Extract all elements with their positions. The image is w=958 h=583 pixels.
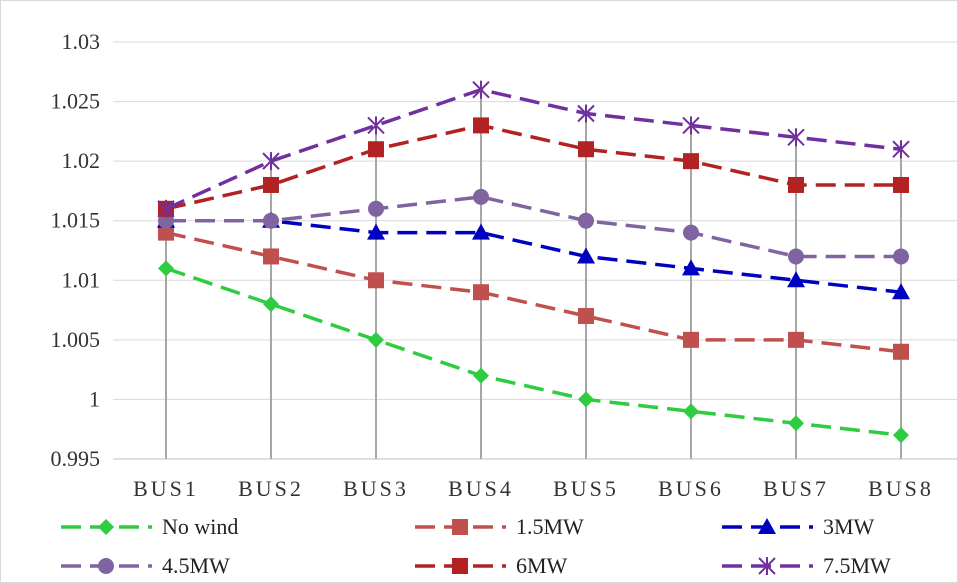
- y-tick-label: 1.025: [51, 89, 101, 114]
- series-line: [166, 218, 902, 294]
- legend-swatch-marker: [758, 518, 776, 534]
- x-tick-label: BUS3: [343, 476, 409, 501]
- data-point: [893, 427, 909, 444]
- data-point: [578, 391, 594, 408]
- data-point: [263, 176, 279, 193]
- data-point: [787, 128, 805, 147]
- data-point: [893, 176, 909, 193]
- legend-item: 1.5MW: [415, 514, 584, 539]
- data-point: [157, 199, 175, 218]
- series-line: [165, 230, 902, 354]
- data-point: [473, 117, 489, 134]
- legend-item: 3MW: [722, 514, 875, 539]
- legend-swatch-marker: [452, 558, 468, 574]
- data-point: [683, 331, 699, 348]
- x-tick-label: BUS8: [868, 476, 934, 501]
- data-point: [683, 403, 699, 420]
- series-no-wind: [158, 260, 909, 444]
- data-point: [473, 367, 489, 384]
- y-tick-label: 1.01: [62, 267, 101, 292]
- data-point: [892, 140, 910, 159]
- legend-swatch-marker: [98, 558, 114, 574]
- legend-item: 4.5MW: [61, 553, 230, 578]
- legend-item: 6MW: [415, 553, 568, 578]
- data-point: [473, 188, 489, 205]
- x-tick-label: BUS5: [553, 476, 619, 501]
- x-tick-label: BUS4: [448, 476, 514, 501]
- data-point: [893, 343, 909, 360]
- data-point: [578, 212, 594, 229]
- data-point: [788, 176, 804, 193]
- data-point: [577, 247, 595, 264]
- data-point: [578, 141, 594, 158]
- y-tick-label: 1.03: [62, 29, 101, 54]
- series-line: [165, 87, 902, 211]
- x-tick-label: BUS1: [133, 476, 199, 501]
- legend-label: 1.5MW: [516, 514, 584, 539]
- data-point: [788, 331, 804, 348]
- y-tick-label: 1.02: [62, 148, 101, 173]
- x-tick-label: BUS6: [658, 476, 724, 501]
- series-line: [165, 266, 902, 437]
- series-7-5mw: [157, 80, 910, 218]
- axes: 0.995 1 1.005 1.01 1.015 1.02 1.025 1.03 BUS1 BUS…: [51, 29, 958, 501]
- series: [157, 80, 910, 444]
- data-point: [368, 200, 384, 217]
- x-tick-label: BUS7: [763, 476, 829, 501]
- legend-label: 7.5MW: [823, 553, 891, 578]
- legend-item: No wind: [61, 514, 238, 539]
- data-point: [578, 308, 594, 325]
- legend-label: 3MW: [823, 514, 875, 539]
- data-point: [472, 80, 490, 99]
- legend-label: 4.5MW: [162, 553, 230, 578]
- data-point: [368, 331, 384, 348]
- data-point: [367, 223, 385, 240]
- legend-item: 7.5MW: [722, 553, 891, 578]
- y-tick-label: 1.005: [51, 327, 101, 352]
- legend-label: No wind: [162, 514, 238, 539]
- y-tick-label: 1.015: [51, 208, 101, 233]
- data-point: [683, 153, 699, 170]
- legend-swatch-marker: [452, 519, 468, 535]
- data-point: [892, 283, 910, 300]
- data-point: [158, 260, 174, 277]
- data-point: [577, 104, 595, 123]
- data-point: [683, 224, 699, 241]
- series-1-5mw: [158, 224, 909, 360]
- data-point: [263, 296, 279, 313]
- data-point: [367, 116, 385, 135]
- data-point: [368, 141, 384, 158]
- series-line: [165, 123, 901, 211]
- series-4-5mw: [158, 188, 909, 265]
- data-point: [893, 248, 909, 265]
- series-line: [166, 195, 901, 259]
- data-point: [473, 284, 489, 301]
- y-tick-label: 0.995: [51, 446, 101, 471]
- data-point: [158, 224, 174, 241]
- legend-swatch-marker: [98, 519, 114, 535]
- data-point: [682, 116, 700, 135]
- x-tick-label: BUS2: [238, 476, 304, 501]
- data-point: [788, 415, 804, 432]
- legend-swatch-marker: [758, 557, 776, 575]
- legend: No wind 1.5MW 3MW 4.5MW 6MW 7.5MW: [61, 514, 891, 578]
- data-point: [472, 223, 490, 240]
- data-point: [368, 272, 384, 289]
- data-point: [263, 248, 279, 265]
- y-tick-label: 1: [89, 386, 100, 411]
- series-6mw: [158, 117, 909, 217]
- legend-label: 6MW: [516, 553, 568, 578]
- data-point: [788, 248, 804, 265]
- data-point: [263, 212, 279, 229]
- data-point: [787, 271, 805, 288]
- data-point: [262, 152, 280, 171]
- data-point: [682, 259, 700, 276]
